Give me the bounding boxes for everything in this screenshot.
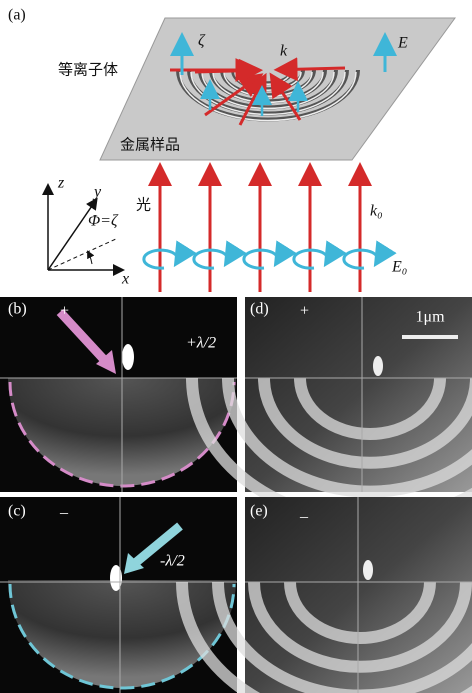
k0-label: k₀ xyxy=(370,203,383,220)
phase-label: +λ/2 xyxy=(186,335,216,352)
phase-label: -λ/2 xyxy=(160,553,185,570)
z-label: z xyxy=(57,175,65,192)
light-beams xyxy=(144,168,378,292)
sign-label: + xyxy=(60,303,69,320)
sign-label: – xyxy=(59,505,69,522)
plasma-label: 等离子体 xyxy=(58,61,118,79)
e-label: E xyxy=(397,35,408,52)
sample-label: 金属样品 xyxy=(120,136,180,154)
plasmon-arrow xyxy=(195,70,257,72)
sign-label: + xyxy=(300,303,309,320)
panel-label: (e) xyxy=(250,503,268,520)
bright-spot xyxy=(373,356,383,376)
x-label: x xyxy=(121,271,129,288)
sign-label: – xyxy=(299,509,309,526)
figure: ζ k E (a) 等离子体 金属样品 光 k₀ E₀ z y x Φ=ζ (b… xyxy=(0,0,472,693)
bright-spot xyxy=(363,560,373,580)
bright-spot-b xyxy=(122,344,134,370)
panel-label: (b) xyxy=(8,301,27,318)
panel-label: (c) xyxy=(8,503,26,520)
k-label: k xyxy=(280,43,288,60)
angle-arc xyxy=(88,252,92,264)
y-label: y xyxy=(92,184,102,201)
plasmon-arrow xyxy=(280,68,345,70)
e0-label: E₀ xyxy=(391,259,407,276)
y-axis xyxy=(48,200,96,270)
phi-label: Φ=ζ xyxy=(88,213,119,230)
light-label: 光 xyxy=(136,196,151,214)
panel-label: (d) xyxy=(250,301,269,318)
panel-label: (a) xyxy=(8,7,26,24)
scale-label: 1μm xyxy=(415,309,445,326)
